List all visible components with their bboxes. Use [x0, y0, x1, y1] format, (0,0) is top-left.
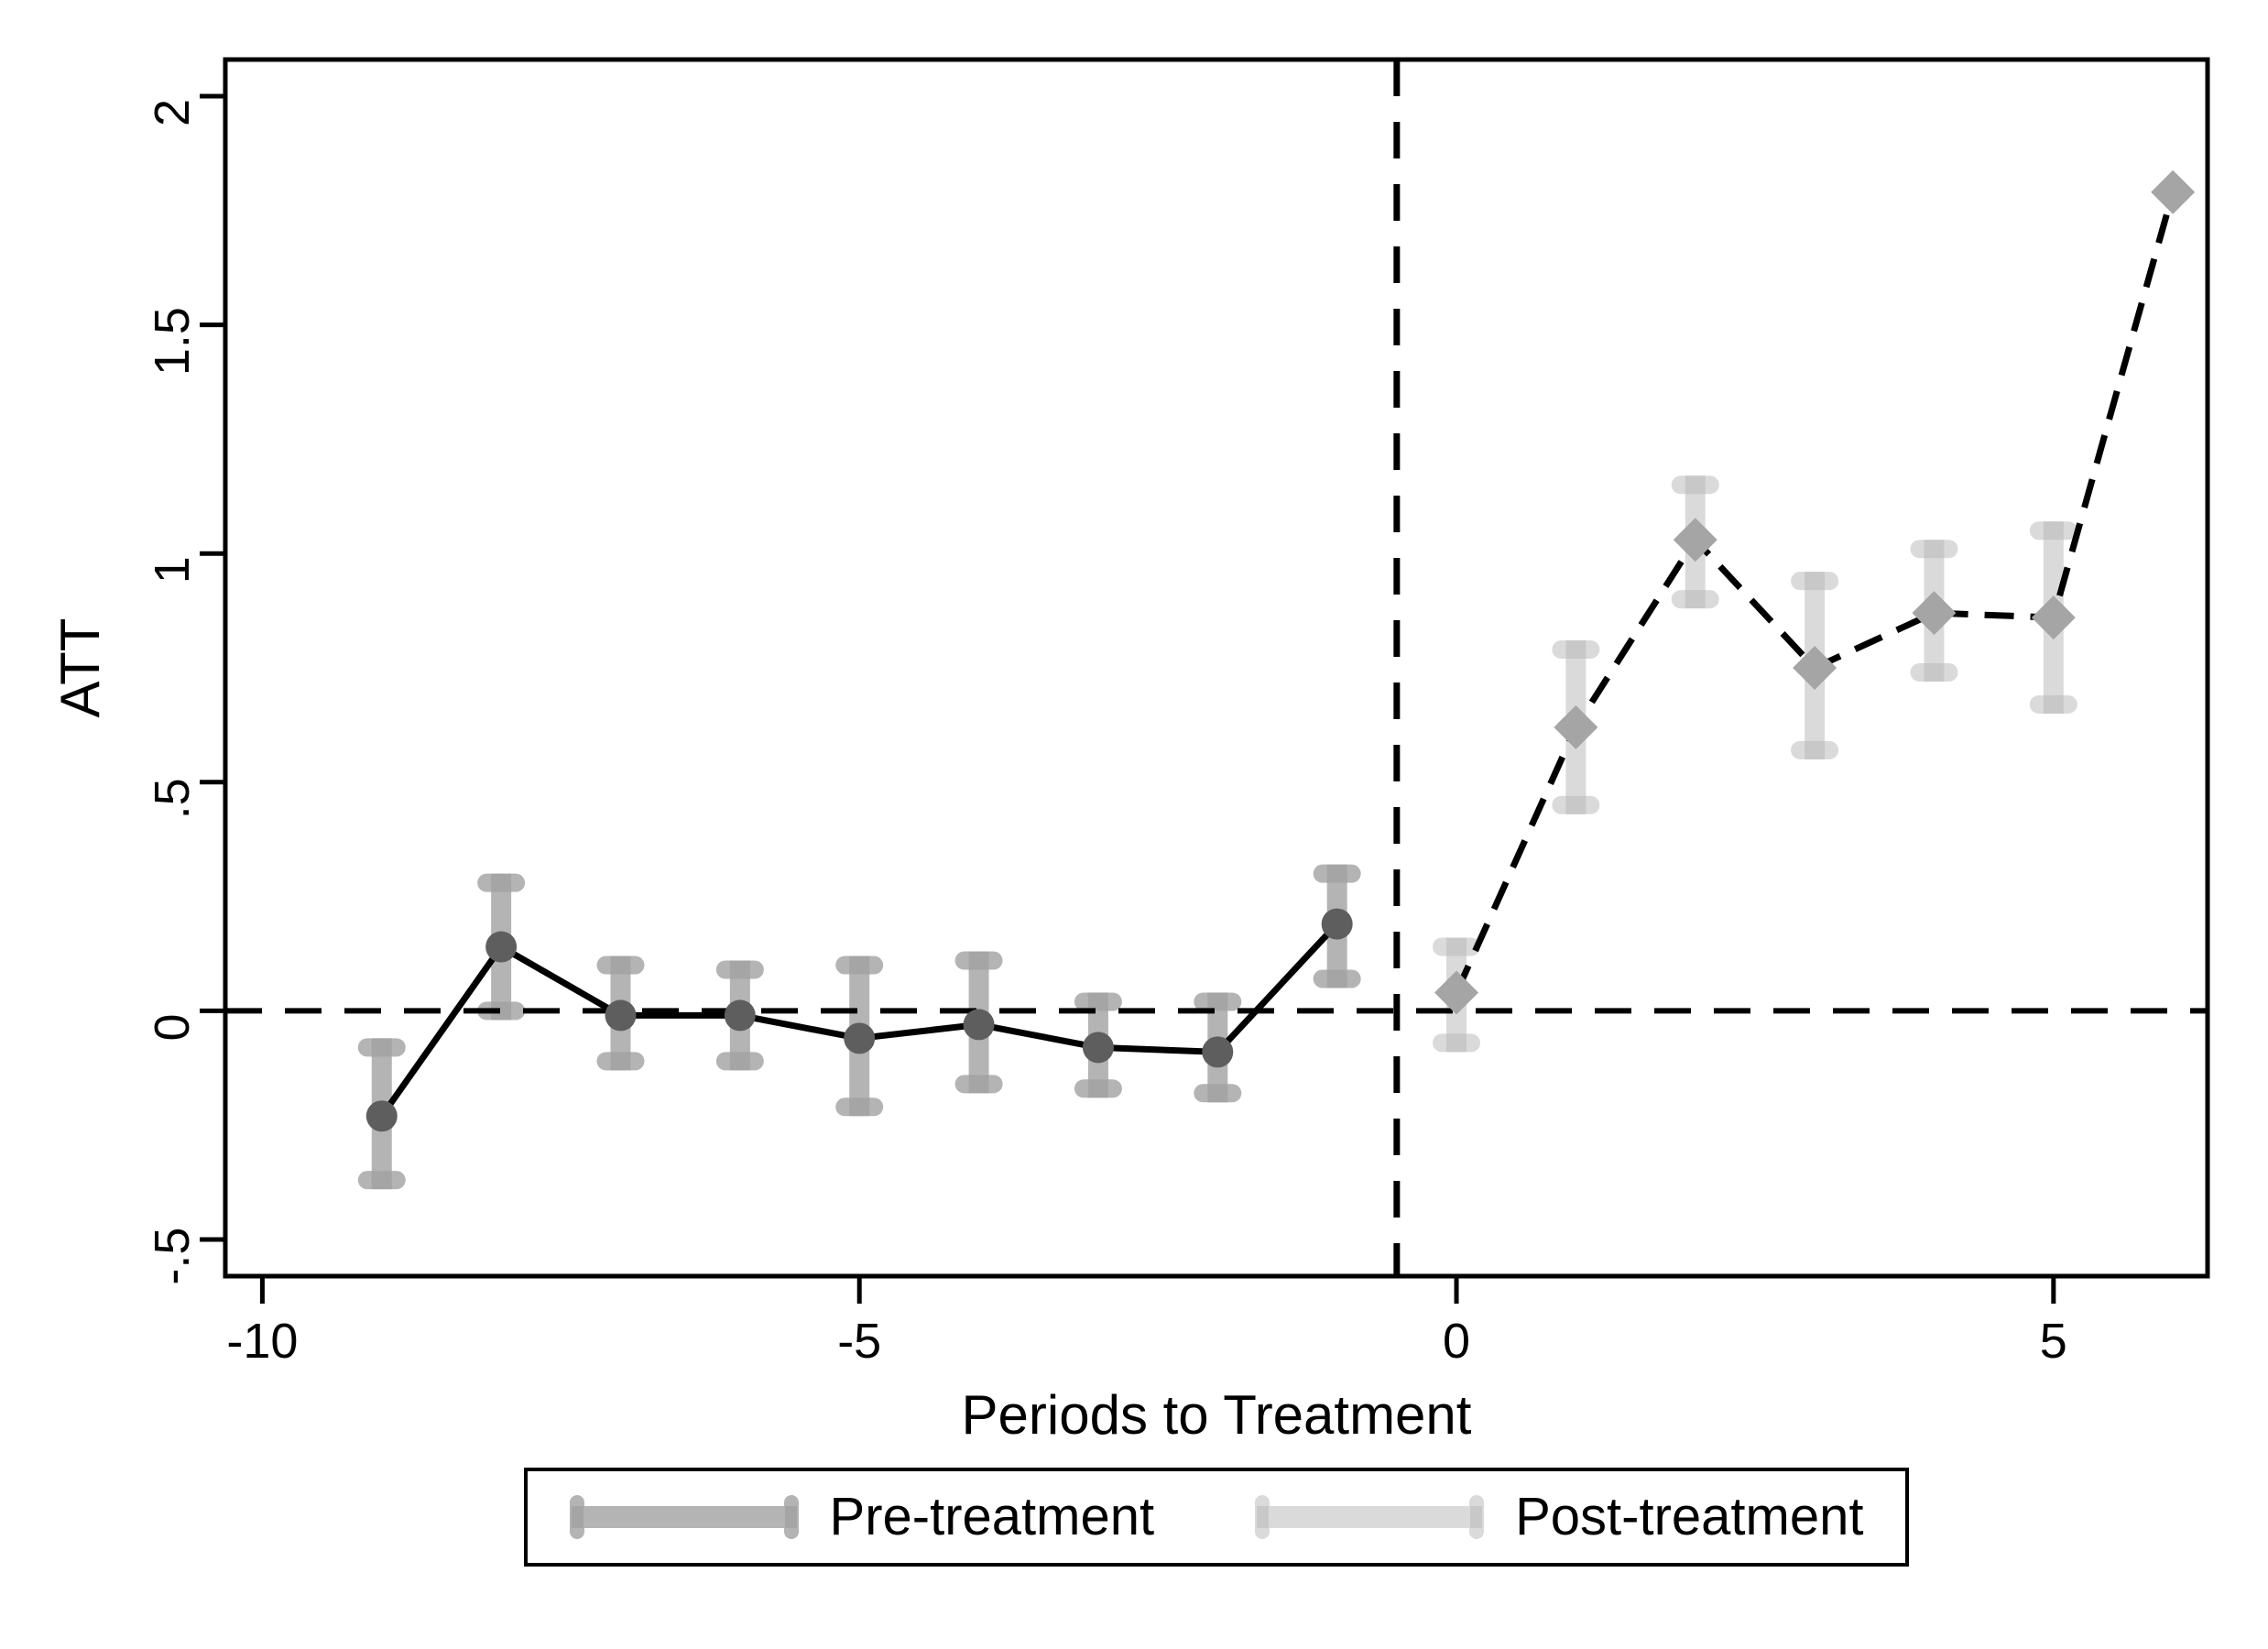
legend-entry-post-treatment: Post-treatment	[1255, 1491, 1863, 1544]
swatch-bar	[1259, 1506, 1481, 1528]
pre-ci-cap-overlap	[610, 956, 631, 975]
pre-ci-cap-overlap	[1087, 992, 1108, 1011]
swatch-right-overlap	[1470, 1506, 1483, 1528]
pre-treatment-marker	[1202, 1036, 1234, 1068]
pre-treatment-marker	[605, 999, 637, 1032]
pre-ci-cap-overlap	[729, 1052, 750, 1071]
swatch-right-overlap	[784, 1506, 797, 1528]
post-ci-cap-overlap	[2043, 521, 2064, 541]
post-ci-cap-overlap	[1924, 662, 1945, 682]
pre-treatment-marker	[844, 1022, 876, 1054]
swatch-left-overlap	[1257, 1506, 1270, 1528]
post-ci-cap-overlap	[1924, 540, 1945, 559]
post-treatment-marker	[1793, 646, 1837, 690]
pre-ci-cap-overlap	[729, 960, 750, 979]
y-tick-label: .5	[145, 778, 200, 819]
pre-ci-cap-overlap	[1326, 969, 1347, 988]
pre-ci-cap-overlap	[849, 1098, 870, 1117]
pre-ci-cap-overlap	[1087, 1079, 1108, 1098]
pre-treatment-marker	[1082, 1032, 1114, 1064]
x-tick-label: 0	[1443, 1314, 1470, 1369]
x-tick-label: 5	[2040, 1314, 2067, 1369]
pre-treatment-marker	[485, 931, 518, 963]
pre-ci-cap-overlap	[849, 956, 870, 975]
y-tick-label: 0	[145, 1013, 200, 1041]
post-treatment-marker	[2031, 595, 2076, 640]
plot-border	[223, 57, 2210, 1279]
pre-treatment-marker	[365, 1100, 398, 1132]
pre-ci-cap-overlap	[1326, 864, 1347, 883]
post-ci-cap-overlap	[1565, 795, 1587, 814]
pre-ci-cap-overlap	[610, 1052, 631, 1071]
pre-treatment-ci-swatch-icon	[569, 1495, 799, 1539]
legend-label-post-treatment: Post-treatment	[1515, 1487, 1864, 1546]
pre-ci-cap-overlap	[1207, 992, 1228, 1011]
post-treatment-marker	[1554, 704, 1598, 749]
post-ci-cap-overlap	[1685, 590, 1706, 609]
y-tick-label: 1	[145, 556, 200, 584]
post-treatment-marker	[1434, 970, 1479, 1015]
post-treatment-marker	[1912, 591, 1957, 636]
x-axis-title: Periods to Treatment	[962, 1384, 1472, 1446]
legend-entry-pre-treatment: Pre-treatment	[569, 1487, 1155, 1546]
y-tick-label: -.5	[145, 1228, 200, 1285]
y-tick-label: 2	[145, 99, 200, 126]
post-treatment-marker	[2151, 169, 2196, 214]
pre-ci-cap-overlap	[371, 1038, 392, 1057]
pre-treatment-marker	[724, 999, 756, 1032]
pre-ci-cap-overlap	[491, 873, 512, 892]
x-tick-label: -10	[226, 1314, 298, 1369]
legend-label-pre-treatment: Pre-treatment	[829, 1487, 1155, 1546]
post-ci-cap-overlap	[1446, 1033, 1467, 1053]
post-ci-cap-overlap	[1805, 740, 1826, 759]
pre-ci-cap-overlap	[371, 1171, 392, 1190]
pre-ci-cap-overlap	[1207, 1084, 1228, 1103]
post-ci-cap-overlap	[1685, 475, 1706, 495]
pre-treatment-marker	[1321, 908, 1353, 940]
x-tick-label: -5	[837, 1314, 881, 1369]
pre-treatment-marker	[963, 1009, 995, 1041]
post-ci-cap-overlap	[1446, 937, 1467, 956]
pre-ci-cap-overlap	[968, 951, 989, 970]
swatch-left-overlap	[571, 1506, 583, 1528]
post-treatment-marker	[1673, 518, 1717, 562]
post-ci-cap-overlap	[1805, 572, 1826, 591]
post-ci-cap-overlap	[2043, 694, 2064, 714]
post-treatment-ci-swatch-icon	[1255, 1495, 1485, 1539]
legend-box: Pre-treatment Post-treatment	[524, 1468, 1909, 1567]
pre-ci-cap-overlap	[491, 1001, 512, 1021]
swatch-bar	[572, 1506, 795, 1528]
pre-ci-cap-overlap	[968, 1075, 989, 1094]
post-ci-cap-overlap	[1565, 640, 1587, 660]
y-axis-title: ATT	[49, 618, 111, 718]
y-tick-label: 1.5	[145, 307, 200, 376]
